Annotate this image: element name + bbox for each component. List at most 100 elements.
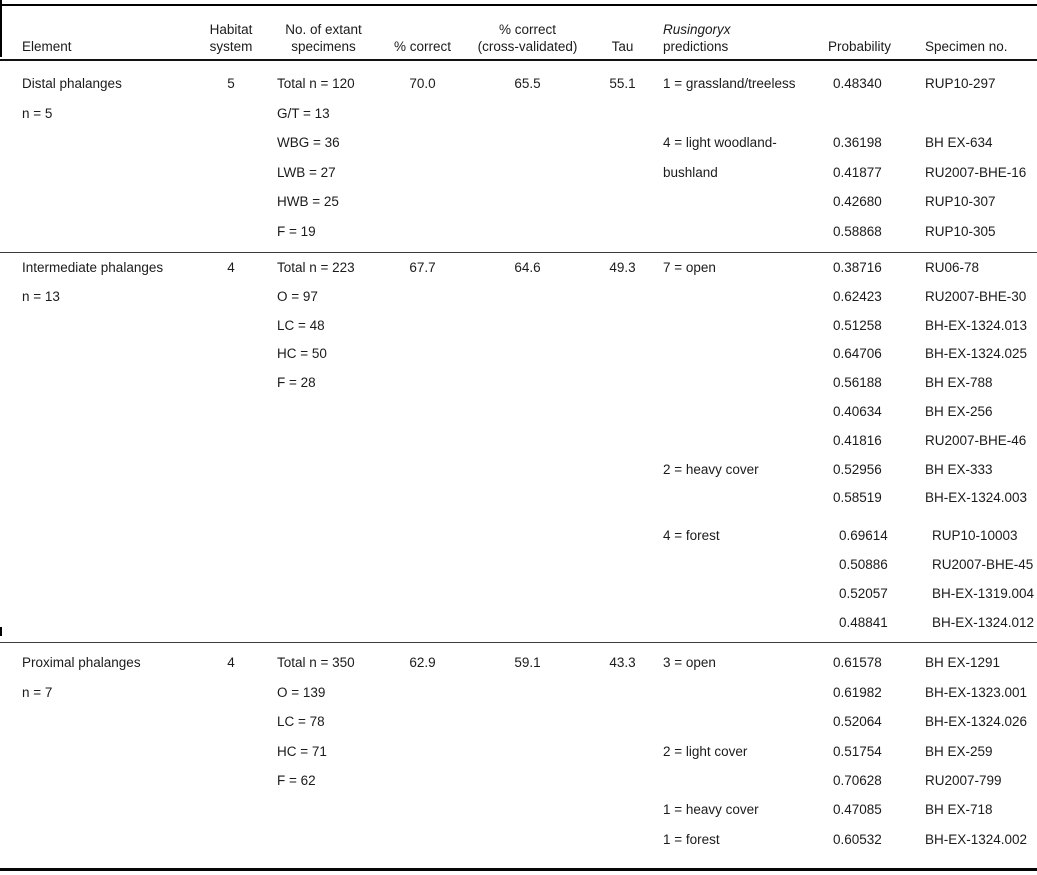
cell-specimen-no: BH-EX-1323.001 xyxy=(925,684,1028,700)
header-underline xyxy=(0,59,1037,61)
cell-probability: 0.52956 xyxy=(833,461,882,477)
cell-probability: 0.61578 xyxy=(833,655,882,671)
cell-probability: 0.48340 xyxy=(833,76,882,91)
cell-prediction: 1 = grassland/treeless xyxy=(663,76,796,91)
cell-prediction: 2 = light cover xyxy=(663,743,748,759)
cell-extant-specimens: F = 19 xyxy=(277,223,316,239)
cell-specimen-no: BH EX-718 xyxy=(925,802,993,818)
cell-specimen-no: BH-EX-1324.002 xyxy=(925,831,1028,847)
cell-element: Intermediate phalanges xyxy=(22,260,164,275)
cell-extant-specimens: HC = 71 xyxy=(277,743,327,759)
table-row: 1 = forest 0.60532 BH-EX-1324.002 xyxy=(0,831,1037,860)
cell-extant-specimens: G/T = 13 xyxy=(277,105,330,121)
cell-extant-specimens: F = 62 xyxy=(277,772,316,788)
block-separator-rule xyxy=(0,252,1037,253)
cell-probability: 0.47085 xyxy=(833,802,882,818)
cell-specimen-no: BH-EX-1324.026 xyxy=(925,714,1028,730)
table-header-row: Element Habitat system No. of extant specime… xyxy=(0,6,1037,59)
cell-extant-specimens: O = 139 xyxy=(277,684,326,700)
page-edge-tick-artifact xyxy=(0,627,2,636)
cell-specimen-no: RU2007-799 xyxy=(925,772,1002,788)
table-row: Intermediate phalanges 4 Total n = 223 67.7… xyxy=(0,259,1037,288)
cell-extant-specimens: O = 97 xyxy=(277,288,318,304)
cell-specimen-no: RUP10-307 xyxy=(925,194,996,209)
cell-specimen-no: BH EX-333 xyxy=(925,461,993,477)
cell-probability: 0.38716 xyxy=(833,260,882,275)
cell-pct-correct-cv: 59.1 xyxy=(514,655,541,671)
cell-extant-specimens: LC = 78 xyxy=(277,714,325,730)
cell-tau: 49.3 xyxy=(609,260,636,275)
cell-specimen-no: BH EX-1291 xyxy=(925,655,1001,671)
col-header-pct-correct: % correct xyxy=(393,39,451,54)
cell-extant-specimens: LWB = 27 xyxy=(277,164,336,180)
cell-pct-correct: 62.9 xyxy=(409,655,436,671)
cell-specimen-no: BH-EX-1319.004 xyxy=(932,585,1035,601)
cell-element: Distal phalanges xyxy=(22,76,122,91)
cell-extant-specimens: Total n = 223 xyxy=(277,260,355,275)
cell-extant-specimens: Total n = 350 xyxy=(277,655,355,671)
col-header-pct-correct-cv: % correct (cross-validated) xyxy=(477,22,578,54)
table-row: LC = 78 0.52064 BH-EX-1324.026 xyxy=(0,713,1037,742)
cell-probability: 0.50886 xyxy=(839,556,888,572)
table-row: n = 13 O = 97 0.62423 RU2007-BHE-30 xyxy=(0,288,1037,317)
cell-element: n = 5 xyxy=(22,105,53,121)
cell-pct-correct-cv: 64.6 xyxy=(514,260,541,275)
table-row: F = 19 0.58868 RUP10-305 xyxy=(0,223,1037,253)
cell-probability: 0.58868 xyxy=(833,223,882,239)
table-row: F = 28 0.56188 BH EX-788 xyxy=(0,374,1037,403)
col-header-element: Element xyxy=(22,39,72,54)
table-row: HWB = 25 0.42680 RUP10-307 xyxy=(0,193,1037,223)
cell-specimen-no: BH EX-259 xyxy=(925,743,993,759)
table-block-proximal-phalanges: Proximal phalanges 4 Total n = 350 62.9 59.1… xyxy=(0,643,1037,868)
cell-specimen-no: RUP10-297 xyxy=(925,76,996,91)
cell-specimen-no: BH EX-256 xyxy=(925,403,993,419)
cell-tau: 55.1 xyxy=(609,76,636,91)
cell-specimen-no: RU2007-BHE-45 xyxy=(932,556,1034,572)
cell-probability: 0.48841 xyxy=(839,614,888,630)
cell-pct-correct-cv: 65.5 xyxy=(514,76,541,91)
cell-specimen-no: BH-EX-1324.003 xyxy=(925,490,1028,506)
cell-probability: 0.64706 xyxy=(833,346,882,362)
cell-element: Proximal phalanges xyxy=(22,655,141,671)
table-row: 0.50886 RU2007-BHE-45 xyxy=(0,556,1037,585)
table-row: 4 = forest 0.69614 RUP10-10003 xyxy=(0,527,1037,556)
cell-prediction: 7 = open xyxy=(663,260,716,275)
cell-specimen-no: BH EX-788 xyxy=(925,375,993,391)
cell-probability: 0.41877 xyxy=(833,164,882,180)
cell-element: n = 7 xyxy=(22,684,53,700)
col-header-extant-specimens: No. of extant specimens xyxy=(285,22,362,54)
page-edge-artifact xyxy=(0,0,2,57)
cell-probability: 0.60532 xyxy=(833,831,882,847)
table-row: n = 5 G/T = 13 xyxy=(0,105,1037,135)
cell-prediction: 4 = light woodland- xyxy=(663,135,777,150)
cell-habitat-system: 4 xyxy=(227,655,235,671)
cell-probability: 0.40634 xyxy=(833,403,882,419)
cell-specimen-no: BH-EX-1324.025 xyxy=(925,346,1028,362)
cell-probability: 0.61982 xyxy=(833,684,882,700)
cell-extant-specimens: HC = 50 xyxy=(277,346,327,362)
cell-prediction: 3 = open xyxy=(663,655,716,671)
table-row: 1 = heavy cover 0.47085 BH EX-718 xyxy=(0,801,1037,830)
cell-specimen-no: BH EX-634 xyxy=(925,135,993,150)
table-block-intermediate-phalanges: Intermediate phalanges 4 Total n = 223 67.7… xyxy=(0,253,1037,642)
cell-probability: 0.58519 xyxy=(833,490,882,506)
table-row: F = 62 0.70628 RU2007-799 xyxy=(0,772,1037,801)
col-header-tau: Tau xyxy=(611,39,634,54)
cell-extant-specimens: F = 28 xyxy=(277,375,316,391)
cell-probability: 0.69614 xyxy=(839,528,888,544)
cell-specimen-no: RU2007-BHE-30 xyxy=(925,288,1027,304)
table-row: WBG = 36 4 = light woodland- 0.36198 BH EX-… xyxy=(0,134,1037,164)
cell-probability: 0.52057 xyxy=(839,585,888,601)
table-row: 0.41816 RU2007-BHE-46 xyxy=(0,432,1037,461)
cell-probability: 0.42680 xyxy=(833,194,882,209)
cell-extant-specimens: HWB = 25 xyxy=(277,194,339,209)
table-body: Distal phalanges 5 Total n = 120 70.0 65.5 55… xyxy=(0,61,1037,868)
table-row: Distal phalanges 5 Total n = 120 70.0 65.5 55… xyxy=(0,75,1037,105)
table-row: 0.48841 BH-EX-1324.012 xyxy=(0,614,1037,643)
cell-probability: 0.36198 xyxy=(833,135,882,150)
cell-probability: 0.56188 xyxy=(833,375,882,391)
col-header-specimen-no: Specimen no. xyxy=(925,39,1008,54)
table-row: 0.58519 BH-EX-1324.003 xyxy=(0,489,1037,518)
table-top-rule xyxy=(0,4,1037,6)
